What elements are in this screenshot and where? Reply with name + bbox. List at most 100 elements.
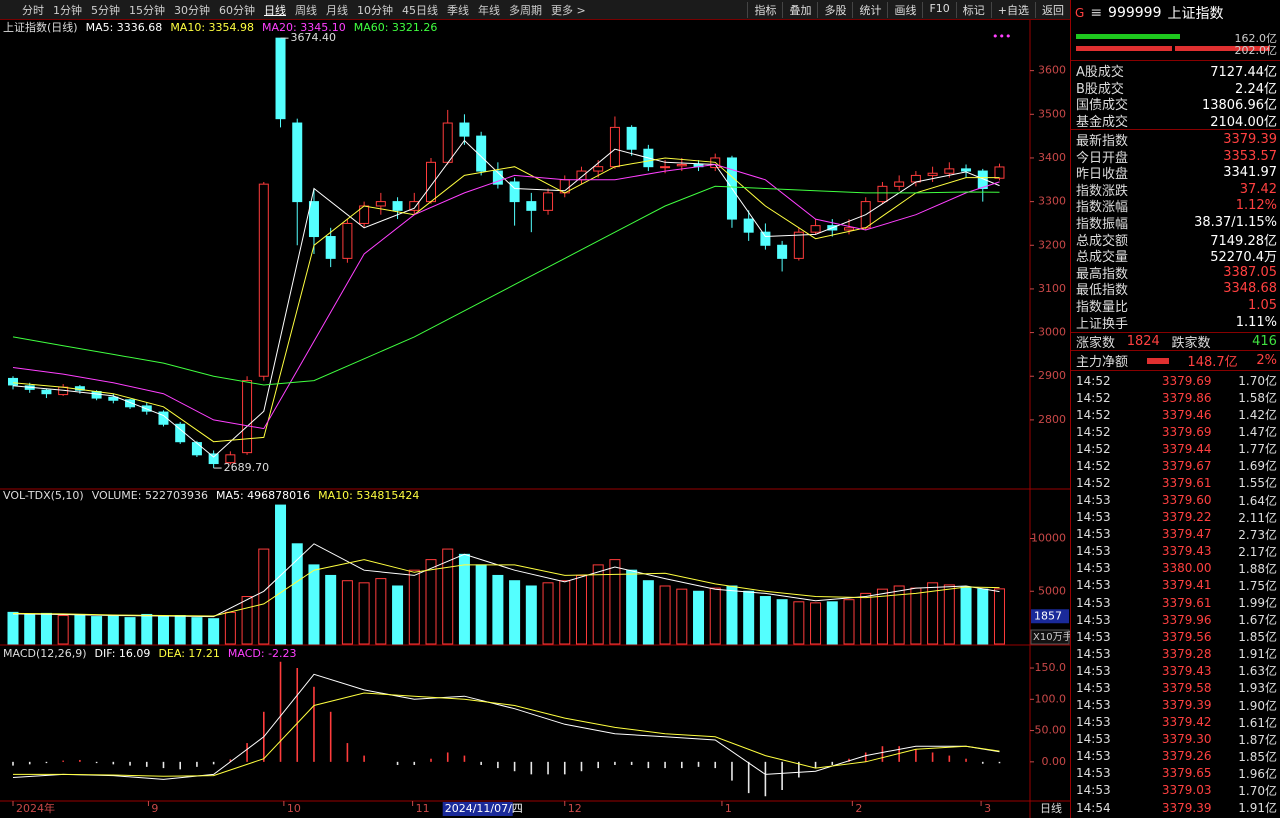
tick-price: 3379.41 <box>1161 578 1212 593</box>
toolbar-button[interactable]: 画线 <box>887 1 922 18</box>
tick-price: 3379.28 <box>1161 646 1212 661</box>
period-tab[interactable]: 1分钟 <box>53 3 82 17</box>
candle-body <box>8 377 18 386</box>
period-tab[interactable]: 季线 <box>447 3 469 17</box>
x-tick-label: 9 <box>151 802 158 815</box>
tick-row: 14:52 3379.67 1.69亿 <box>1076 457 1277 474</box>
period-tab[interactable]: 30分钟 <box>174 3 210 17</box>
legend-entry: MA5: 496878016 <box>216 489 310 502</box>
period-tab[interactable]: 日线 <box>264 3 286 17</box>
toolbar-button[interactable]: 多股 <box>817 1 852 18</box>
candle-body <box>877 185 888 203</box>
tick-time: 14:53 <box>1076 698 1111 713</box>
tick-volume: 1.70亿 <box>1238 783 1277 798</box>
tick-volume: 1.91亿 <box>1238 647 1277 662</box>
candle-body <box>760 231 771 246</box>
row-label: 指数涨幅 <box>1076 200 1129 216</box>
row-label: 指数量比 <box>1076 300 1129 315</box>
tick-time: 14:53 <box>1076 629 1111 644</box>
volume-bar <box>826 601 838 645</box>
y-tick-label: 3500 <box>1038 107 1066 120</box>
ma-line <box>12 559 1000 617</box>
period-tab[interactable]: 年线 <box>478 3 500 17</box>
period-tab[interactable]: 分时 <box>22 3 44 17</box>
legend-entry: VOLUME: 522703936 <box>92 489 208 502</box>
period-tab[interactable]: 15分钟 <box>129 3 165 17</box>
legend-entry: MA10: 3354.98 <box>170 21 254 34</box>
panel-header: 上证指数(日线) MA5: 3336.68 MA10: 3354.98 MA20: 3… <box>3 20 437 34</box>
cursor-box <box>1031 609 1069 624</box>
period-tab[interactable]: 60分钟 <box>219 3 255 17</box>
separator <box>1071 350 1280 351</box>
annotation: 3674.40 <box>291 31 337 44</box>
tick-row: 14:53 3379.65 1.96亿 <box>1076 765 1277 782</box>
tick-time: 14:52 <box>1076 390 1111 405</box>
volume-bar <box>810 602 822 645</box>
toolbar-button[interactable]: 叠加 <box>782 1 817 18</box>
row-value: 52270.4万 <box>1210 250 1277 266</box>
candle-body <box>242 380 253 454</box>
toolbar-button[interactable]: 返回 <box>1035 1 1070 18</box>
tick-price: 3379.60 <box>1161 493 1212 508</box>
volume-bar <box>458 553 470 645</box>
volume-bar <box>609 559 621 645</box>
period-tab[interactable]: 多周期 <box>509 3 542 17</box>
row-value: 7127.44亿 <box>1210 65 1277 80</box>
legend-entry: MACD: -2.23 <box>228 647 297 660</box>
toolbar-button[interactable]: F10 <box>922 1 955 18</box>
period-tab[interactable]: 5分钟 <box>91 3 120 17</box>
ma-line <box>12 163 1000 430</box>
toolbar-button[interactable]: 指标 <box>747 1 782 18</box>
volume-bar <box>174 615 186 645</box>
candle-body <box>342 222 353 259</box>
candle-body <box>894 181 905 187</box>
side-header: G ≡ 999999 上证指数 <box>1071 0 1280 26</box>
tick-volume: 1.55亿 <box>1238 476 1277 491</box>
stat-row: 指数涨幅 1.12% <box>1076 197 1277 216</box>
volume-bar <box>492 574 504 645</box>
side-panel: G ≡ 999999 上证指数 162.0亿 202.0亿 A股成交 7127.4… <box>1070 0 1280 818</box>
row-value: 3341.97 <box>1223 165 1277 181</box>
volume-bar <box>943 584 955 645</box>
period-tab[interactable]: 45日线 <box>402 3 438 17</box>
volume-bar <box>392 585 404 645</box>
candle-body <box>777 244 788 259</box>
toolbar-button[interactable]: 标记 <box>955 1 991 18</box>
tick-price: 3379.43 <box>1161 663 1212 678</box>
period-tab[interactable]: 更多 > <box>551 3 586 17</box>
tick-row: 14:52 3379.46 1.42亿 <box>1076 406 1277 423</box>
toolbar-button[interactable]: +自选 <box>990 1 1035 18</box>
candle-body <box>325 236 336 259</box>
candle-body <box>526 201 537 211</box>
menu-icon[interactable]: ≡ <box>1090 5 1103 21</box>
candle-body <box>944 168 955 174</box>
tick-price: 3379.26 <box>1161 749 1212 764</box>
y-tick-label: 5000 <box>1038 584 1066 597</box>
period-tab[interactable]: 周线 <box>295 3 317 17</box>
candle-body <box>392 201 403 211</box>
stat-row: 最高指数 3387.05 <box>1076 264 1277 282</box>
x-tick-label: 2 <box>855 802 862 815</box>
tick-volume: 1.70亿 <box>1238 374 1277 388</box>
main-force-label: 主力净额 <box>1076 355 1129 370</box>
tick-row: 14:54 3379.39 1.91亿 <box>1076 799 1277 816</box>
period-tab[interactable]: 月线 <box>326 3 348 17</box>
candle-body <box>292 122 303 203</box>
row-label: 基金成交 <box>1076 114 1129 130</box>
unit-box <box>1030 629 1070 645</box>
volume-bar <box>375 578 387 645</box>
tick-time: 14:52 <box>1076 407 1111 422</box>
period-tab[interactable]: 10分钟 <box>357 3 393 17</box>
tick-price: 3379.30 <box>1161 732 1212 747</box>
x-tick-label: 3 <box>984 802 991 815</box>
toolbar-button[interactable]: 统计 <box>852 1 887 18</box>
separator <box>1071 60 1280 61</box>
stat-row: 最新指数 3379.39 <box>1076 131 1277 149</box>
ma-line <box>12 673 1000 780</box>
row-label: A股成交 <box>1076 65 1124 80</box>
candle-body <box>492 170 503 185</box>
tick-volume: 1.88亿 <box>1238 561 1277 576</box>
tick-volume: 1.93亿 <box>1238 681 1277 696</box>
tick-row: 14:53 3379.30 1.87亿 <box>1076 731 1277 748</box>
row-value: 1.05 <box>1248 298 1277 313</box>
